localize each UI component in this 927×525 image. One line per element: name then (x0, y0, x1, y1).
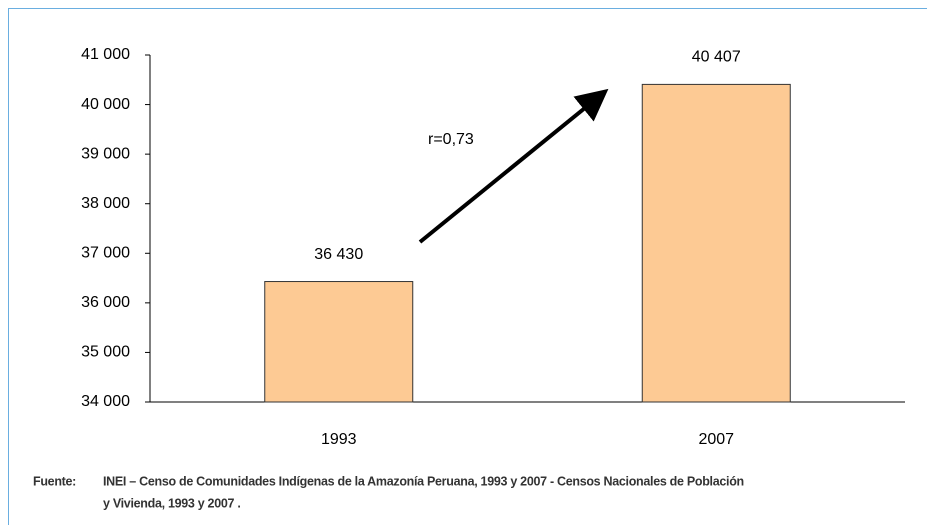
source-line: y Vivienda, 1993 y 2007 . (103, 496, 241, 510)
y-tick-label: 36 000 (81, 294, 130, 311)
frame (8, 8, 927, 525)
y-tick-label: 39 000 (81, 145, 130, 162)
annotation: r=0,73 (428, 131, 474, 148)
source-label: Fuente: (33, 474, 76, 488)
y-tick-label: 37 000 (81, 245, 130, 262)
trend-arrow (418, 88, 609, 244)
x-tick-label: 1993 (321, 431, 357, 448)
y-tick-label: 34 000 (81, 393, 130, 410)
bar (264, 281, 414, 403)
value-label: 40 407 (692, 49, 741, 66)
y-tick-label: 35 000 (81, 344, 130, 361)
y-tick-label: 40 000 (81, 96, 130, 113)
y-tick-label: 41 000 (81, 46, 130, 63)
y-tick-label: 38 000 (81, 195, 130, 212)
bar (641, 83, 791, 403)
value-label: 36 430 (314, 246, 363, 263)
source-line: INEI – Censo de Comunidades Indígenas de… (103, 474, 744, 488)
x-tick-label: 2007 (698, 431, 734, 448)
